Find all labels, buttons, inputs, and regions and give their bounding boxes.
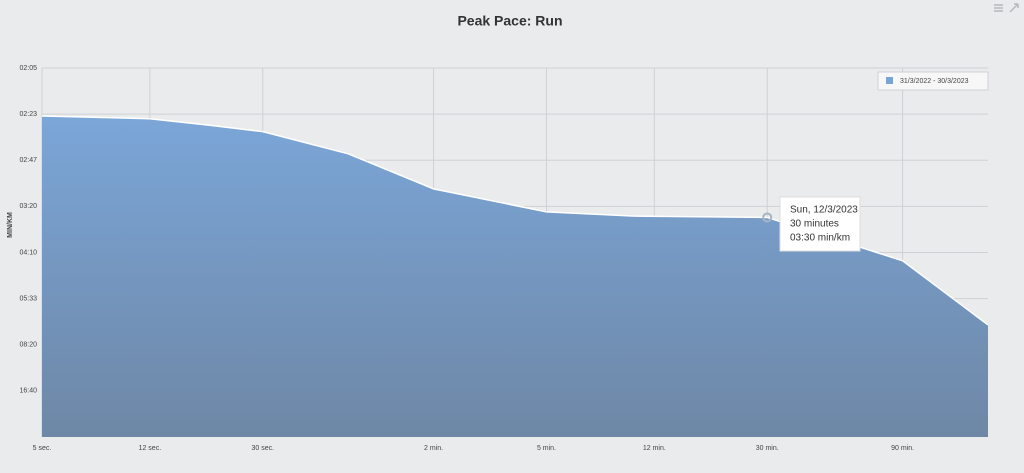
area bbox=[42, 115, 988, 437]
x-tick-label: 12 sec. bbox=[139, 445, 162, 452]
y-tick-label: 02:47 bbox=[19, 157, 37, 164]
y-tick-label: 04:10 bbox=[19, 249, 37, 256]
legend: 31/3/2022 - 30/3/2023 bbox=[877, 71, 989, 91]
tooltip: Sun, 12/3/2023 30 minutes 03:30 min/km bbox=[779, 196, 861, 252]
expand-icon[interactable] bbox=[1009, 3, 1019, 13]
x-tick-label: 5 sec. bbox=[33, 445, 52, 452]
x-tick-label: 90 min. bbox=[891, 445, 914, 452]
hover-marker bbox=[762, 212, 773, 223]
y-tick-label: 03:20 bbox=[19, 203, 37, 210]
y-tick-label: 05:33 bbox=[19, 295, 37, 302]
y-tick-label: 02:23 bbox=[19, 111, 37, 118]
y-tick-label: 02:05 bbox=[19, 65, 37, 72]
x-tick-label: 5 min. bbox=[537, 445, 556, 452]
y-tick-label: 16:40 bbox=[19, 388, 37, 395]
legend-label: 31/3/2022 - 30/3/2023 bbox=[900, 78, 969, 85]
x-tick-label: 2 min. bbox=[424, 445, 443, 452]
x-tick-label: 12 min. bbox=[643, 445, 666, 452]
x-tick-label: 30 min. bbox=[756, 445, 779, 452]
tooltip-date: Sun, 12/3/2023 bbox=[790, 205, 858, 216]
y-axis-label: MIN/KM bbox=[7, 212, 14, 238]
tooltip-box bbox=[779, 196, 861, 252]
legend-box bbox=[877, 71, 989, 91]
tooltip-duration: 30 minutes bbox=[790, 219, 839, 230]
x-tick-label: 30 sec. bbox=[251, 445, 274, 452]
tooltip-pace: 03:30 min/km bbox=[790, 233, 850, 244]
legend-swatch bbox=[886, 77, 893, 84]
menu-icon[interactable] bbox=[994, 4, 1003, 12]
y-tick-label: 08:20 bbox=[19, 342, 37, 349]
chart-title: Peak Pace: Run bbox=[457, 13, 562, 29]
